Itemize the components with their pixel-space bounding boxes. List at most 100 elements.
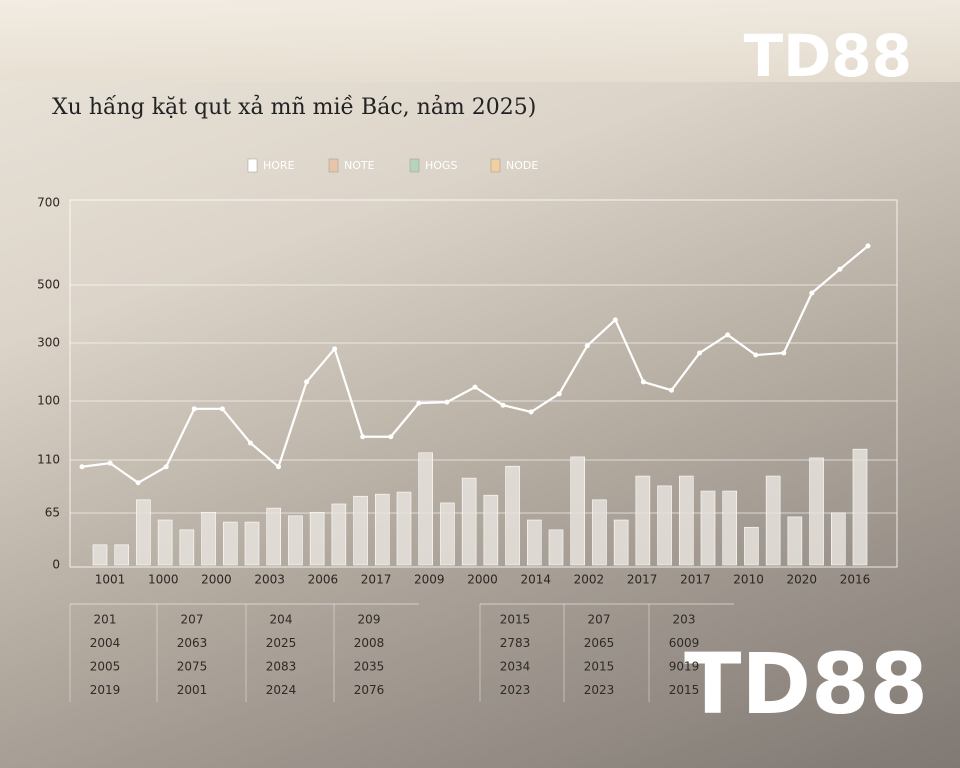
line-point (781, 350, 787, 356)
legend-label: NODE (506, 159, 538, 172)
line-point (753, 352, 759, 358)
bar (179, 529, 195, 566)
legend-label: NOTE (344, 159, 375, 172)
x-axis-label: 2020 (787, 573, 818, 587)
line-point (837, 266, 843, 272)
line-point (416, 400, 422, 406)
table-cell: 2015 (500, 613, 531, 627)
bar (92, 544, 108, 566)
x-axis-label: 2000 (467, 573, 498, 587)
x-axis-label: 2010 (733, 573, 764, 587)
line-point (304, 379, 310, 385)
legend-swatch (247, 158, 258, 173)
bar (830, 512, 846, 566)
bar (744, 526, 759, 566)
table-cell: 2083 (266, 660, 297, 674)
table-cell: 2008 (354, 636, 385, 650)
line-point (79, 464, 85, 470)
bar (592, 499, 607, 566)
x-axis-label: 2003 (254, 573, 285, 587)
table-cell: 2023 (500, 683, 531, 697)
bar (309, 511, 325, 566)
table-cell: 2015 (669, 683, 700, 697)
bar (505, 465, 520, 566)
y-axis-label: 100 (37, 394, 60, 408)
table-cell: 9019 (669, 660, 700, 674)
line-point (247, 440, 253, 446)
table-cell: 2015 (584, 660, 615, 674)
x-axis-label: 2002 (574, 573, 605, 587)
x-axis-label: 2014 (520, 573, 551, 587)
x-axis-label: 2006 (308, 573, 339, 587)
line-point (360, 434, 366, 440)
bar (852, 448, 868, 566)
y-axis-label: 300 (37, 336, 60, 350)
bar (483, 494, 499, 566)
bar (396, 491, 412, 566)
bar (678, 475, 694, 566)
bar (548, 529, 564, 566)
bar (461, 477, 477, 566)
legend-swatch (328, 158, 339, 173)
table-cell: 2019 (90, 683, 121, 697)
table-cell: 203 (673, 613, 696, 627)
bar (374, 493, 390, 566)
table-cell: 2065 (584, 636, 615, 650)
line-point (809, 290, 815, 296)
bar (114, 544, 130, 566)
bar (635, 475, 651, 566)
legend-label: HORE (263, 159, 295, 172)
x-axis-label: 2000 (201, 573, 232, 587)
bar (244, 521, 260, 566)
bar (353, 495, 368, 566)
panel (0, 82, 960, 768)
table-cell: 207 (181, 613, 204, 627)
bar (722, 490, 738, 566)
table-cell: 2076 (354, 683, 385, 697)
bar (331, 503, 347, 566)
bar (201, 511, 216, 566)
line-point (865, 243, 871, 249)
bar (136, 499, 151, 566)
line-point (163, 464, 169, 470)
table-cell: 2075 (177, 660, 208, 674)
bar (570, 456, 586, 566)
line-point (528, 409, 534, 415)
brand-bottom: TD88 (684, 635, 928, 733)
legend-swatch (490, 158, 501, 173)
table-cell: 2783 (500, 636, 531, 650)
table-cell: 2004 (90, 636, 121, 650)
x-axis-label: 2017 (361, 573, 392, 587)
table-cell: 201 (94, 613, 117, 627)
line-point (669, 387, 674, 393)
y-axis-label: 110 (37, 453, 60, 467)
header-band (0, 0, 960, 82)
line-point (219, 406, 225, 412)
line-point (444, 399, 450, 405)
brand-top: TD88 (744, 22, 912, 90)
bar (222, 521, 238, 566)
bar (418, 452, 434, 566)
legend-swatch (409, 158, 420, 173)
table-cell: 6009 (669, 636, 700, 650)
bar (266, 507, 282, 566)
line-point (500, 402, 506, 408)
line-point (697, 350, 703, 356)
table-cell: 204 (270, 613, 293, 627)
table-cell: 2005 (90, 660, 121, 674)
line-point (612, 317, 618, 323)
x-axis-label: 1000 (148, 573, 179, 587)
bar (157, 519, 173, 566)
bar (765, 475, 781, 566)
line-point (640, 379, 646, 385)
table-cell: 2025 (266, 636, 297, 650)
table-cell: 2063 (177, 636, 208, 650)
line-point (135, 480, 141, 486)
line-point (276, 464, 281, 470)
plot-frame (69, 199, 898, 568)
line-point (556, 391, 562, 397)
line-point (472, 384, 478, 390)
bar (787, 516, 803, 566)
